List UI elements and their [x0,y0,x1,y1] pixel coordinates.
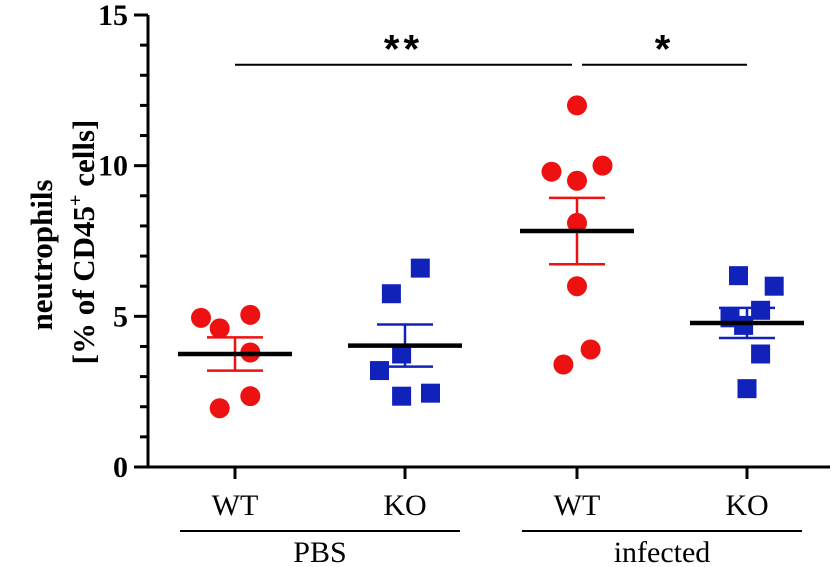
data-point-circle [240,304,261,325]
y-tick-label: 10 [98,150,128,183]
data-point-circle [567,95,587,116]
data-point-circle [567,170,587,191]
significance-stars: * [655,28,675,72]
data-point-square [392,344,412,364]
data-point-square [392,386,412,406]
group-label: PBS [293,536,346,567]
y-tick-label: 15 [98,0,128,32]
data-point-circle [580,339,601,360]
data-point-circle [240,386,261,407]
data-point-square [381,284,401,304]
y-tick-label: 5 [113,300,128,333]
data-point-circle [553,354,574,375]
data-point-circle [592,155,613,176]
data-point-square [737,379,757,399]
data-point-circle [567,276,587,297]
data-point-square [421,383,440,403]
data-point-square [370,361,389,381]
y-axis-label-prefix: [% of CD45 [66,206,101,364]
y-axis-label-line2: [% of CD45+ cells] [65,120,101,365]
data-point-circle [209,398,230,419]
category-label: KO [383,489,426,522]
y-axis-label-superscript: + [65,195,87,206]
data-point-square [410,258,430,278]
data-point-circle [209,318,230,339]
y-axis-label-suffix: cells] [66,120,101,195]
x-axis: WT KO WT KO PBS infected [148,465,830,567]
category-label: WT [212,489,259,522]
y-tick-label: 0 [113,451,128,484]
significance-annotations: ** * [235,28,747,72]
data-point-square [734,315,754,335]
mean-sem-bars [178,196,804,372]
data-points [191,95,784,419]
data-point-square [751,300,771,320]
data-point-square [751,344,771,364]
y-axis-label-line1: neutrophils [24,179,59,330]
significance-stars: ** [384,28,423,72]
category-label: WT [554,489,601,522]
group-label: infected [614,536,711,567]
data-point-circle [191,307,211,328]
data-point-square [729,266,748,286]
y-axis: 0 5 10 15 [98,0,150,484]
data-point-circle [541,161,562,182]
data-point-square [764,276,784,296]
category-label: KO [725,489,768,522]
